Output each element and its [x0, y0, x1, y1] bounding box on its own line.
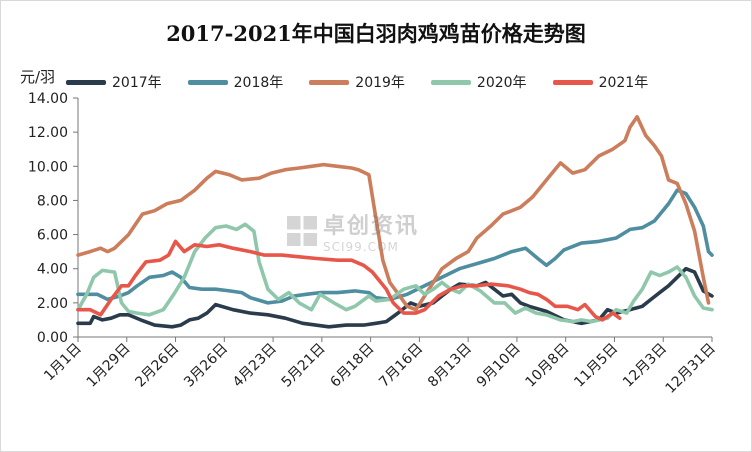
watermark-en-text: SCI99.COM: [323, 240, 399, 254]
legend: 2017年 2018年 2019年 2020年 2021年: [66, 72, 674, 92]
legend-item: 2018年: [187, 72, 284, 92]
y-tick-label: 0.00: [37, 330, 68, 346]
legend-swatch: [66, 79, 106, 85]
legend-swatch: [309, 79, 350, 85]
y-tick-label: 12.00: [28, 125, 68, 141]
legend-swatch: [187, 79, 228, 85]
series-line-2019年: [76, 115, 711, 312]
y-tick-label: 2.00: [37, 296, 68, 312]
legend-label: 2020年: [476, 75, 527, 91]
x-tick-label: 1月1日: [41, 341, 85, 385]
x-tick-label: 1月29日: [84, 341, 134, 391]
x-tick-label: 9月10日: [474, 341, 524, 391]
x-tick-label: 8月13日: [425, 341, 475, 391]
x-tick-label: 4月23日: [230, 341, 280, 391]
y-tick-label: 8.00: [37, 193, 68, 209]
chart-title: 2017-2021年中国白羽肉鸡鸡苗价格走势图: [166, 21, 586, 46]
legend-item: 2019年: [309, 72, 405, 92]
watermark-logo-icon: [287, 216, 317, 246]
x-tick-label: 12月31日: [663, 341, 719, 397]
legend-label: 2021年: [598, 75, 649, 91]
x-tick-label: 3月26日: [181, 341, 231, 391]
legend-item: 2017年: [66, 72, 162, 92]
x-tick-label: 7月16日: [376, 341, 426, 391]
legend-label: 2017年: [112, 75, 162, 91]
legend-item: 2020年: [430, 72, 527, 92]
series-line-2021年: [76, 239, 622, 322]
legend-item: 2021年: [552, 72, 649, 92]
y-tick-label: 14.00: [28, 91, 68, 107]
x-tick-label: 2月26日: [132, 341, 182, 391]
y-tick-label: 10.00: [28, 159, 68, 175]
x-tick-label: 11月5日: [571, 341, 621, 391]
watermark: 卓创资讯 SCI99.COM: [287, 208, 419, 254]
legend-label: 2018年: [233, 75, 284, 91]
y-axis-unit-label: 元/羽: [20, 68, 56, 86]
legend-swatch: [430, 79, 471, 85]
y-tick-label: 6.00: [37, 228, 68, 244]
series-lines: [76, 115, 714, 329]
x-tick-label: 10月8日: [523, 341, 573, 391]
legend-swatch: [552, 79, 593, 85]
legend-label: 2019年: [355, 75, 405, 91]
watermark-cn-text: 卓创资讯: [323, 214, 420, 239]
x-tick-label: 5月21日: [279, 341, 329, 391]
x-tick-label: 12月3日: [620, 341, 670, 391]
y-tick-label: 4.00: [37, 262, 68, 278]
series-line-2020年: [76, 222, 714, 324]
x-tick-label: 6月18日: [327, 341, 377, 391]
